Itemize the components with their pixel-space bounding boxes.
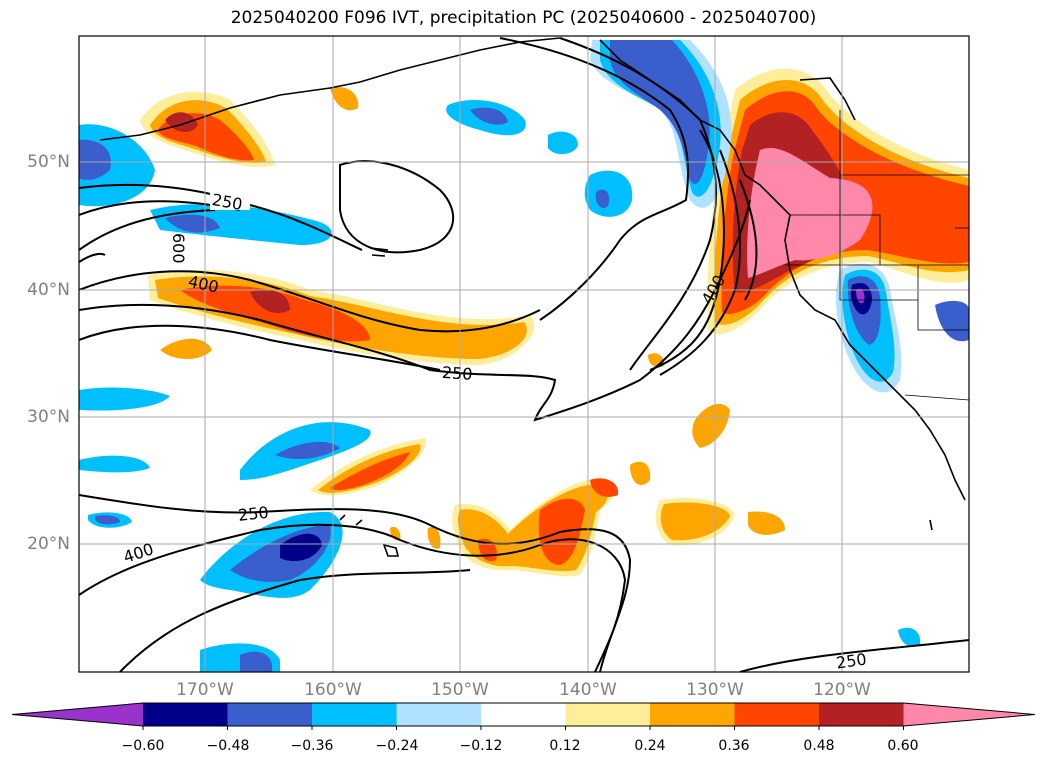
colorbar-tick-label: 0.36 bbox=[718, 738, 750, 754]
colorbar-tick-label: −0.36 bbox=[290, 738, 334, 754]
colorbar-tick-label: −0.48 bbox=[206, 738, 250, 754]
map-title: 2025040200 F096 IVT, precipitation PC (2… bbox=[230, 8, 817, 28]
contour-label: 600 bbox=[169, 233, 188, 264]
contour-label: 250 bbox=[835, 649, 868, 672]
colorbar-extend-high bbox=[903, 703, 1035, 726]
colorbar-tick-label: 0.48 bbox=[803, 738, 835, 754]
precip-negative-gulf bbox=[446, 100, 633, 217]
colorbar-segment bbox=[227, 703, 313, 726]
precip-negative-west-pacific bbox=[79, 124, 921, 672]
lat-label: 20°N bbox=[27, 534, 70, 554]
lon-label: 140°W bbox=[559, 680, 617, 700]
colorbar-segment bbox=[819, 703, 904, 726]
colorbar-segment bbox=[312, 703, 397, 726]
lon-label: 130°W bbox=[686, 680, 744, 700]
colorbar-tick-label: −0.60 bbox=[121, 738, 165, 754]
colorbar-segment bbox=[143, 703, 228, 726]
contour-label-bg bbox=[210, 192, 250, 210]
colorbar-segment bbox=[650, 703, 735, 726]
lon-label: 120°W bbox=[813, 680, 871, 700]
colorbar-segment bbox=[734, 703, 820, 726]
lon-label: 150°W bbox=[431, 680, 489, 700]
graticule bbox=[79, 36, 969, 672]
political-borders bbox=[785, 110, 969, 401]
colorbar-segment bbox=[481, 703, 566, 726]
map-area: 250 600 400 400 250 250 400 250 bbox=[79, 36, 969, 672]
lat-label: 50°N bbox=[27, 152, 70, 172]
colorbar-tick-label: −0.12 bbox=[459, 738, 503, 754]
lon-label: 170°W bbox=[176, 680, 234, 700]
contour-label: 250 bbox=[441, 363, 473, 384]
colorbar-tick-label: 0.12 bbox=[549, 738, 581, 754]
colorbar-tick-label: −0.24 bbox=[375, 738, 419, 754]
precip-positive-pacific bbox=[140, 86, 785, 577]
contour-label: 250 bbox=[237, 503, 269, 525]
colorbar-extend-low bbox=[12, 703, 143, 726]
colorbar-segment bbox=[565, 703, 651, 726]
colorbar-tick-label: 0.24 bbox=[634, 738, 666, 754]
lon-label: 160°W bbox=[304, 680, 362, 700]
map-frame bbox=[78, 35, 970, 673]
colorbar-segment bbox=[396, 703, 482, 726]
lat-label: 40°N bbox=[27, 280, 70, 300]
lat-label: 30°N bbox=[27, 407, 70, 427]
colorbar-tick-label: 0.60 bbox=[887, 738, 919, 754]
colorbar bbox=[11, 702, 1036, 730]
precip-negative-california bbox=[835, 263, 969, 393]
